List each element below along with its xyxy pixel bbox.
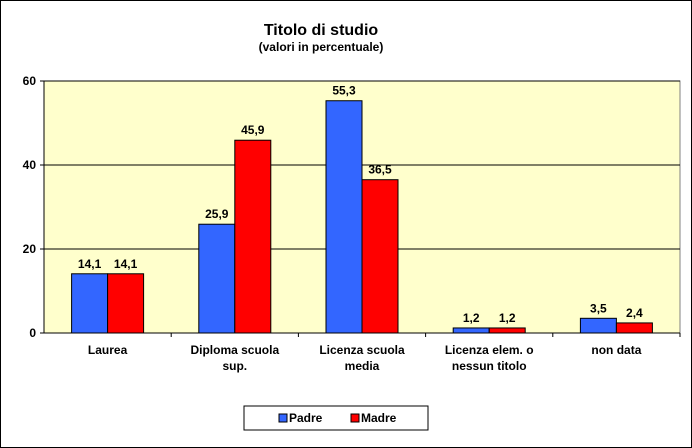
data-label: 3,5: [590, 301, 607, 315]
data-label: 55,3: [332, 84, 356, 98]
x-tick-label: non data: [591, 343, 641, 357]
data-label: 14,1: [114, 257, 138, 271]
data-label: 2,4: [626, 306, 643, 320]
bar-madre: [488, 327, 526, 334]
x-axis: Laurea Diploma scuola sup. Licenza scuola me…: [44, 332, 681, 373]
bar-madre: [615, 322, 653, 334]
bar-padre: [325, 100, 363, 334]
chart-title: Titolo di studio: [264, 22, 379, 39]
legend-box: [243, 405, 429, 431]
legend-swatch-padre: [278, 413, 288, 423]
y-axis: 0 20 40 60: [23, 74, 45, 340]
chart-subtitle: (valori in percentuale): [259, 40, 384, 54]
x-tick-label: Licenza scuola: [319, 343, 405, 357]
legend-swatch-madre: [350, 413, 360, 423]
y-tick-label: 20: [23, 242, 37, 256]
bar-madre: [234, 139, 272, 334]
x-tick-label: Diploma scuola: [190, 343, 279, 357]
legend-label-padre: Padre: [289, 411, 323, 425]
data-label: 14,1: [78, 257, 102, 271]
x-tick-label: sup.: [222, 359, 247, 373]
x-tick-label: media: [345, 359, 380, 373]
bar-padre: [71, 273, 109, 334]
bar-padre: [198, 223, 236, 334]
data-label: 25,9: [205, 207, 229, 221]
bar-madre: [107, 273, 145, 334]
bar-padre: [579, 317, 617, 334]
bar-madre: [361, 179, 399, 334]
data-label: 1,2: [499, 311, 516, 325]
y-tick-label: 40: [23, 158, 37, 172]
data-label: 36,5: [368, 163, 392, 177]
x-tick-label: Licenza elem. o: [445, 343, 534, 357]
legend: Padre Madre: [243, 405, 429, 431]
data-label: 45,9: [241, 123, 265, 137]
bar-padre: [452, 327, 490, 334]
x-tick-label: Laurea: [88, 343, 128, 357]
data-label: 1,2: [463, 311, 480, 325]
bars: 14,1 14,1 25,9 45,9 55,3 36,5 1,2 1,2 3,5 2,4: [71, 84, 653, 334]
legend-label-madre: Madre: [361, 411, 397, 425]
x-tick-label: nessun titolo: [452, 359, 527, 373]
y-tick-label: 60: [23, 74, 37, 88]
y-tick-label: 0: [29, 326, 36, 340]
